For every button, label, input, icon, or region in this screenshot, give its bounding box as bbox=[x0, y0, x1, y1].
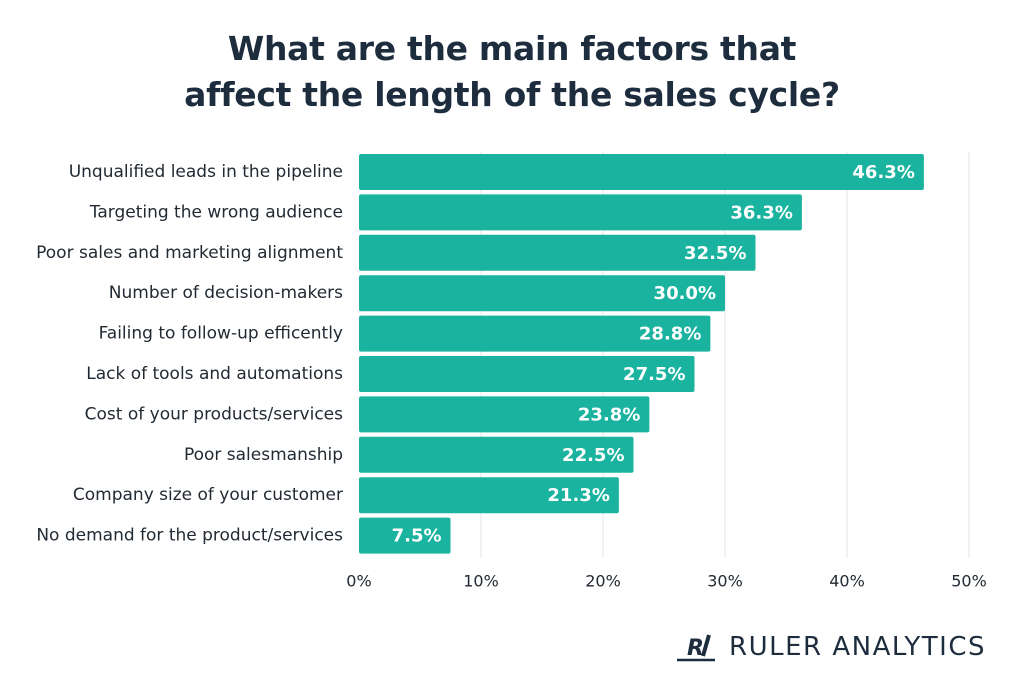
bar bbox=[359, 194, 802, 231]
bar bbox=[359, 154, 924, 190]
data-label: 28.8% bbox=[639, 324, 701, 345]
x-tick-label: 0% bbox=[346, 572, 371, 591]
x-tick-label: 10% bbox=[463, 572, 499, 591]
category-label: Number of decision-makers bbox=[109, 283, 343, 303]
data-label: 21.3% bbox=[547, 485, 609, 506]
bar bbox=[359, 315, 711, 352]
data-label: 32.5% bbox=[684, 243, 746, 264]
brand-logo-letter: R bbox=[687, 636, 704, 661]
x-axis-tick-labels: 0% 10% 20% 30% 40% 50% bbox=[346, 572, 986, 591]
x-tick-label: 50% bbox=[951, 572, 987, 591]
x-tick-label: 20% bbox=[585, 572, 621, 591]
category-label: Poor salesmanship bbox=[184, 445, 343, 465]
category-label: Lack of tools and automations bbox=[86, 364, 343, 384]
category-label: Unqualified leads in the pipeline bbox=[69, 162, 343, 182]
bar bbox=[359, 436, 634, 473]
data-labels: 46.3% 36.3% 32.5% 30.0% 28.8% 27.5% 23.8% 22.5%… bbox=[392, 162, 915, 547]
category-label: No demand for the product/services bbox=[36, 526, 343, 546]
chart-title: What are the main factors that affect th… bbox=[0, 26, 1024, 118]
brand-footer: R RULER ANALYTICS bbox=[675, 630, 986, 664]
brand-name: RULER ANALYTICS bbox=[729, 632, 986, 662]
bar bbox=[359, 234, 756, 271]
data-label: 30.0% bbox=[654, 283, 716, 304]
x-tick-label: 40% bbox=[829, 572, 865, 591]
data-label: 22.5% bbox=[562, 445, 624, 466]
bars bbox=[359, 154, 924, 554]
category-labels: Unqualified leads in the pipeline Targeti… bbox=[36, 162, 343, 546]
data-label: 23.8% bbox=[578, 404, 640, 425]
category-label: Failing to follow-up efficently bbox=[99, 324, 343, 344]
data-label: 27.5% bbox=[623, 364, 685, 385]
category-label: Cost of your products/services bbox=[85, 404, 343, 424]
chart-title-line-1: What are the main factors that bbox=[227, 29, 797, 68]
bar bbox=[359, 396, 650, 433]
bar bbox=[359, 275, 725, 312]
data-label: 7.5% bbox=[392, 526, 442, 547]
chart-title-line-2: affect the length of the sales cycle? bbox=[184, 75, 840, 114]
ruler-analytics-logo-icon: R bbox=[677, 634, 716, 662]
bar bbox=[359, 477, 619, 514]
x-tick-label: 30% bbox=[707, 572, 743, 591]
data-label: 46.3% bbox=[852, 162, 914, 183]
bar bbox=[359, 356, 695, 392]
category-label: Targeting the wrong audience bbox=[89, 202, 343, 222]
category-label: Company size of your customer bbox=[73, 485, 343, 505]
data-label: 36.3% bbox=[730, 202, 792, 223]
category-label: Poor sales and marketing alignment bbox=[36, 243, 343, 263]
bar bbox=[359, 517, 451, 554]
